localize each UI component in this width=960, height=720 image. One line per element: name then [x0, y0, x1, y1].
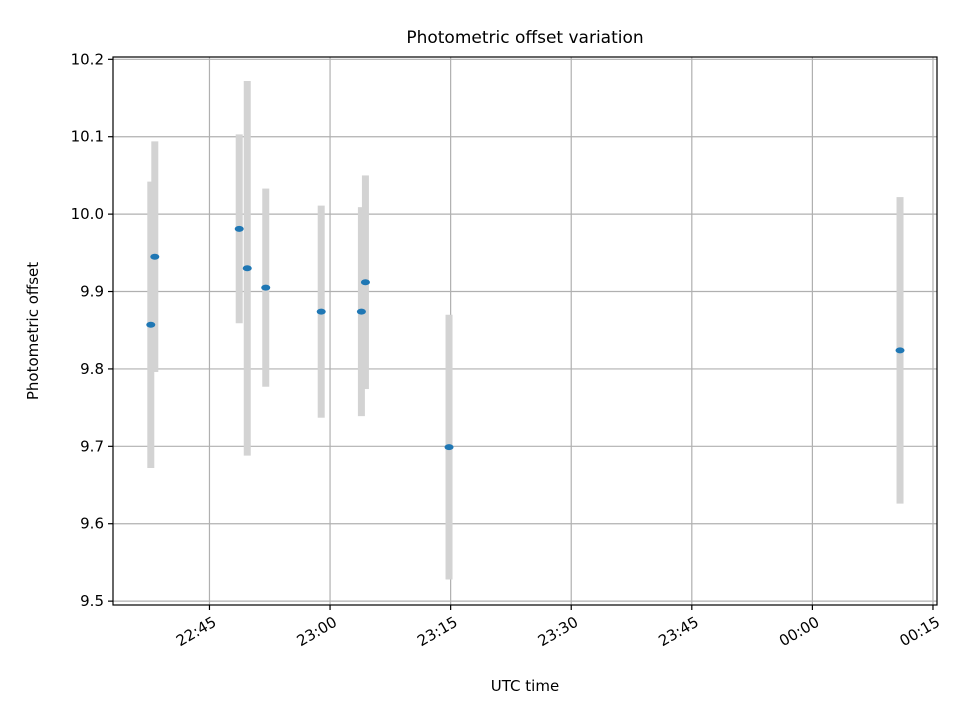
data-point: [895, 347, 905, 354]
data-point: [360, 279, 370, 286]
y-tick-label: 9.7: [80, 437, 104, 455]
data-point: [146, 321, 156, 328]
x-tick-label: 00:00: [776, 613, 822, 650]
data-point: [150, 253, 160, 260]
y-tick-label: 9.6: [80, 515, 104, 533]
data-point: [444, 444, 454, 451]
x-tick-label: 00:15: [897, 613, 943, 650]
y-tick-label: 9.5: [80, 592, 104, 610]
x-tick-label: 23:30: [535, 613, 581, 650]
error-bars: [147, 80, 904, 580]
data-point: [356, 308, 366, 315]
y-axis-label: Photometric offset: [24, 262, 42, 400]
y-tick-label: 9.8: [80, 360, 104, 378]
y-tick-label: 9.9: [80, 283, 104, 301]
plot-area-frame: [112, 56, 938, 606]
y-tick-label: 10.1: [71, 128, 104, 146]
x-tick-label: 22:45: [173, 613, 219, 650]
data-point: [316, 308, 326, 315]
x-axis-label: UTC time: [491, 677, 559, 695]
data-points: [146, 225, 905, 451]
data-point: [261, 284, 271, 291]
y-tick-label: 10.0: [71, 205, 104, 223]
chart-title: Photometric offset variation: [406, 28, 643, 48]
x-tick-label: 23:45: [655, 613, 701, 650]
x-tick-label: 23:15: [414, 613, 460, 650]
x-tick-label: 23:00: [294, 613, 340, 650]
y-tick-label: 10.2: [71, 50, 104, 68]
data-point: [242, 265, 252, 272]
data-point: [234, 225, 244, 232]
